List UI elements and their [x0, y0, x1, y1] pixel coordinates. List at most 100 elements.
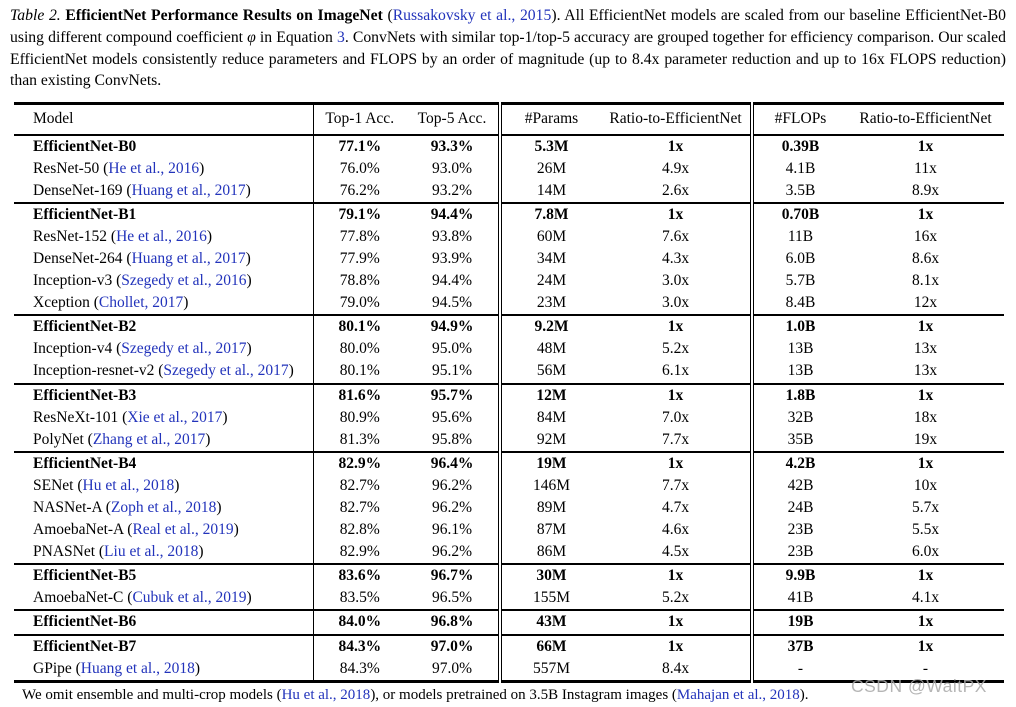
model-name-text: AmoebaNet-C ( — [33, 589, 133, 607]
citation-link[interactable]: Chollet, 2017 — [98, 294, 184, 312]
citation-link[interactable]: Huang et al., 2017 — [131, 249, 246, 267]
cell-params-ratio: 1x — [667, 205, 684, 223]
citation-link[interactable]: Cubuk et al., 2019 — [132, 589, 247, 607]
model-name-text: ) — [233, 521, 239, 539]
cell-flops-ratio: - — [922, 659, 929, 677]
citation-link[interactable]: Szegedy et al., 2016 — [121, 272, 247, 290]
table-row: ResNet-152 (He et al., 2016) 77.8% 93.8% 60… — [14, 225, 1004, 248]
cell-top5-acc: 96.2% — [431, 499, 473, 516]
model-name-text: PolyNet ( — [33, 430, 93, 448]
cell-params: 146M — [498, 474, 601, 497]
cell-flops-ratio: 4.1x — [911, 589, 940, 607]
model-name-text: ) — [246, 340, 252, 358]
cell-flops: 0.39B — [750, 134, 847, 158]
cell-model: EfficientNet-B4 — [14, 452, 313, 475]
cell-top5-acc: 96.1% — [431, 521, 473, 539]
table-row: Xception (Chollet, 2017) 79.0% 94.5% 23M 3.0… — [14, 292, 1004, 316]
cell-flops-ratio: 1x — [917, 386, 934, 404]
cell-flops-ratio: 6.0x — [911, 543, 940, 561]
cell-top1-acc: 77.9% — [312, 247, 406, 271]
table-row: GPipe (Huang et al., 2018) 84.3% 97.0% 557M… — [14, 657, 1004, 682]
citation-link[interactable]: Russakovsky et al., 2015 — [392, 7, 552, 24]
cell-model: Inception-resnet-v2 (Szegedy et al., 201… — [14, 360, 313, 383]
cell-top5-acc: 96.2% — [431, 543, 473, 561]
cell-params: 89M — [498, 497, 601, 520]
citation-link[interactable]: Zoph et al., 2018 — [110, 499, 217, 516]
cell-params: 26M — [498, 157, 601, 180]
cell-params-ratio: 1x — [667, 613, 684, 631]
cell-top5-acc: 95.1% — [431, 362, 473, 380]
citation-link[interactable]: Liu et al., 2018 — [104, 543, 199, 561]
table-caption-text: in Equation — [255, 28, 337, 46]
citation-link[interactable]: Szegedy et al., 2017 — [163, 362, 289, 380]
cell-model: EfficientNet-B1 — [14, 203, 313, 226]
cell-flops-ratio: 1x — [917, 637, 934, 655]
model-name-text: EfficientNet-B5 — [33, 567, 137, 585]
column-header-flops: #FLOPs — [750, 103, 847, 135]
cell-flops-ratio: 10x — [913, 476, 938, 494]
table-caption-text: φ — [247, 28, 256, 46]
citation-link[interactable]: Hu et al., 2018 — [82, 476, 175, 494]
citation-link[interactable]: Hu et al., 2018 — [281, 687, 371, 703]
cell-params: 56M — [498, 360, 601, 384]
cell-params-ratio: 5.2x — [661, 340, 690, 358]
cell-top1-acc: 83.5% — [312, 587, 406, 611]
cell-model: EfficientNet-B5 — [14, 564, 313, 587]
footnote-text: ), or models pretrained on 3.5B Instagra… — [370, 687, 677, 703]
cell-flops-ratio: 1x — [917, 454, 934, 472]
table-caption-text: Table 2. — [10, 7, 66, 24]
table-row: EfficientNet-B3 81.6% 95.7% 12M 1x 1.8B 1x — [14, 383, 1004, 407]
cell-flops: 23B — [750, 519, 847, 542]
cell-params-ratio: 7.6x — [661, 227, 690, 245]
model-name-text: ) — [222, 408, 228, 426]
cell-top5-acc: 94.4% — [431, 272, 473, 290]
cell-flops: 1.0B — [750, 315, 847, 339]
cell-params-ratio: 3.0x — [661, 294, 690, 312]
header-row: Model Top-1 Acc. Top-5 Acc. #Params Ratio-to… — [14, 103, 1004, 135]
table-row: EfficientNet-B6 84.0% 96.8% 43M 1x 19B 1x — [14, 610, 1004, 635]
cell-model: EfficientNet-B7 — [14, 635, 313, 658]
citation-link[interactable]: He et al., 2016 — [108, 159, 200, 177]
cell-model: Inception-v3 (Szegedy et al., 2016) — [14, 270, 313, 292]
cell-flops: 11B — [750, 225, 847, 248]
footnote: We omit ensemble and multi-crop models (… — [22, 686, 1010, 705]
table-caption: Table 2. EfficientNet Performance Result… — [10, 5, 1006, 92]
cell-top5-acc: 95.8% — [431, 430, 473, 448]
cell-top1-acc: 84.3% — [312, 634, 406, 658]
cell-params-ratio: 1x — [667, 454, 684, 472]
citation-link[interactable]: Xie et al., 2017 — [127, 408, 223, 426]
cell-params-ratio: 4.3x — [661, 249, 690, 267]
table-row: ResNet-50 (He et al., 2016) 76.0% 93.0% 26M… — [14, 157, 1004, 180]
citation-link[interactable]: Huang et al., 2018 — [80, 659, 195, 677]
cell-top5-acc: 93.2% — [431, 181, 473, 199]
citation-link[interactable]: Mahajan et al., 2018 — [676, 687, 800, 703]
cell-top1-acc: 81.6% — [312, 383, 406, 407]
cell-model: Xception (Chollet, 2017) — [14, 292, 313, 315]
table-row: SENet (Hu et al., 2018) 82.7% 96.2% 146M 7.7… — [14, 474, 1004, 497]
citation-link[interactable]: Huang et al., 2017 — [131, 181, 246, 199]
cell-flops-ratio: 19x — [913, 430, 938, 448]
citation-link[interactable]: 3 — [336, 28, 345, 46]
cell-flops-ratio: 8.6x — [911, 249, 940, 267]
cell-params-ratio: 7.0x — [661, 408, 690, 426]
citation-link[interactable]: Szegedy et al., 2017 — [121, 340, 247, 358]
cell-top1-acc: 82.7% — [312, 497, 406, 520]
cell-model: Inception-v4 (Szegedy et al., 2017) — [14, 338, 313, 360]
cell-flops-ratio: 11x — [914, 159, 937, 177]
citation-link[interactable]: Zhang et al., 2017 — [92, 430, 206, 448]
model-name-text: EfficientNet-B0 — [33, 137, 137, 155]
table-group: EfficientNet-B0 77.1% 93.3% 5.3M 1x 0.39B 1x Re… — [14, 134, 1004, 203]
column-header-params: #Params — [498, 103, 601, 135]
cell-flops-ratio: 8.9x — [911, 181, 940, 199]
cell-top5-acc: 95.0% — [431, 340, 473, 358]
cell-top1-acc: 83.6% — [312, 564, 406, 588]
model-name-text: ) — [199, 159, 205, 177]
cell-top5-acc: 95.7% — [430, 386, 474, 404]
citation-link[interactable]: He et al., 2016 — [116, 227, 207, 245]
cell-top5-acc: 96.4% — [430, 454, 474, 472]
cell-params: 43M — [498, 610, 601, 635]
cell-flops: 23B — [750, 541, 847, 565]
citation-link[interactable]: Real et al., 2019 — [132, 521, 234, 539]
table-group: EfficientNet-B6 84.0% 96.8% 43M 1x 19B 1x — [14, 610, 1004, 635]
model-name-text: ResNet-50 ( — [33, 159, 109, 177]
